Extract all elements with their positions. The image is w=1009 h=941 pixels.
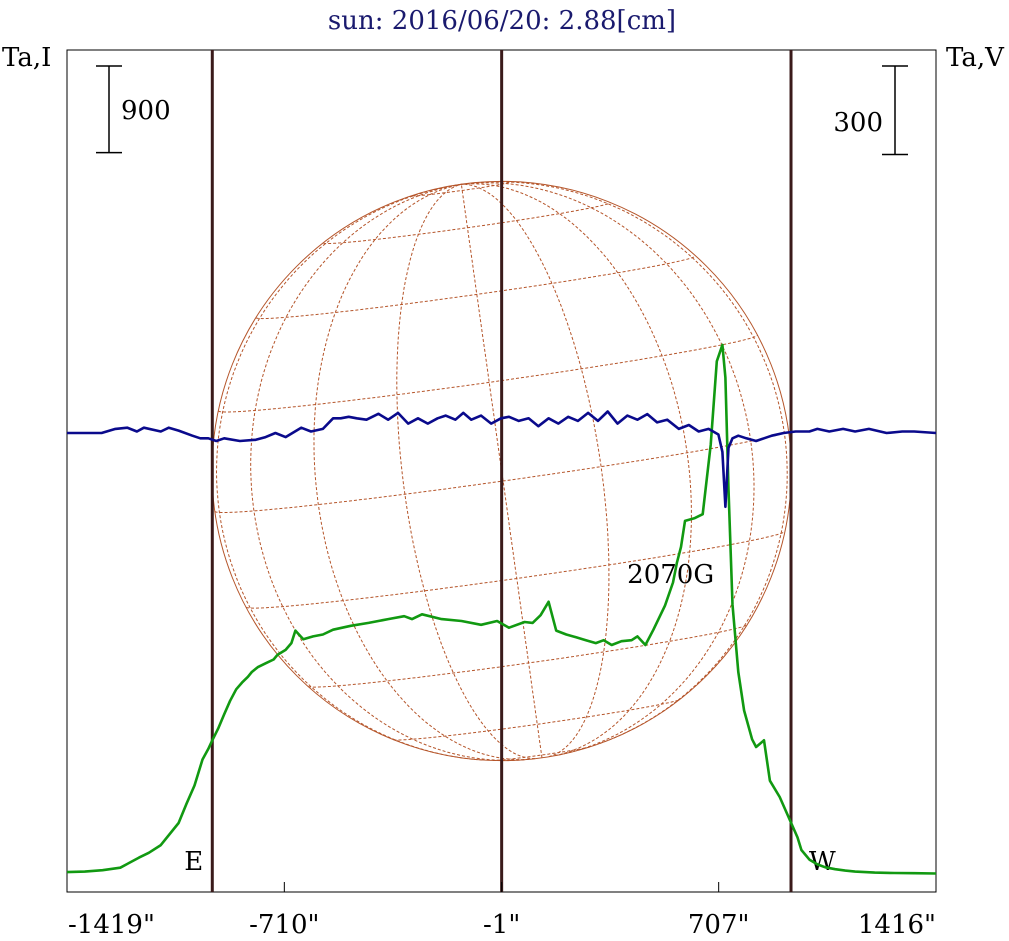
meridian-line	[461, 182, 755, 756]
scale-bar-label: 300	[833, 108, 883, 138]
x-axis-ticks: -1419" -710" -1" 707" 1416"	[66, 882, 937, 940]
parallel-line	[255, 255, 696, 320]
parallel-line	[411, 181, 513, 197]
parallel-line	[322, 202, 611, 244]
meridian-line	[313, 183, 530, 761]
meridian-line	[461, 183, 610, 758]
x-tick-label: -1419"	[68, 910, 155, 940]
series-line-stokes-V	[67, 410, 937, 509]
x-tick-label: -1"	[483, 910, 520, 940]
meridian-line	[250, 183, 525, 761]
limb-label-E: E	[184, 847, 203, 877]
series-line-stokes-I	[66, 343, 937, 875]
scale-bars: 900 300	[96, 65, 908, 156]
x-tick-label: 1416"	[858, 910, 936, 940]
chart-title: sun: 2016/06/20: 2.88[cm]	[328, 6, 676, 36]
scale-bar-label: 900	[121, 96, 171, 126]
field-strength-annotation: 2070G	[627, 560, 714, 590]
left-axis-label: Ta,I	[2, 43, 51, 73]
annotations: 2070G	[627, 560, 714, 590]
meridian-line	[396, 183, 536, 760]
data-series	[66, 343, 937, 875]
meridian-line	[461, 181, 788, 744]
parallel-line	[217, 334, 758, 413]
parallel-line	[393, 699, 680, 741]
x-tick-label: -710"	[249, 910, 319, 940]
right-axis-label: Ta,V	[946, 43, 1005, 73]
meridian-line	[461, 183, 692, 757]
parallel-line	[307, 624, 748, 688]
parallel-line	[245, 531, 786, 609]
x-tick-label: 707"	[688, 910, 750, 940]
chart-title-text: sun: 2016/06/20: 2.88[cm]	[328, 6, 676, 36]
meridian-line	[215, 183, 483, 761]
meridian-line	[460, 184, 543, 759]
